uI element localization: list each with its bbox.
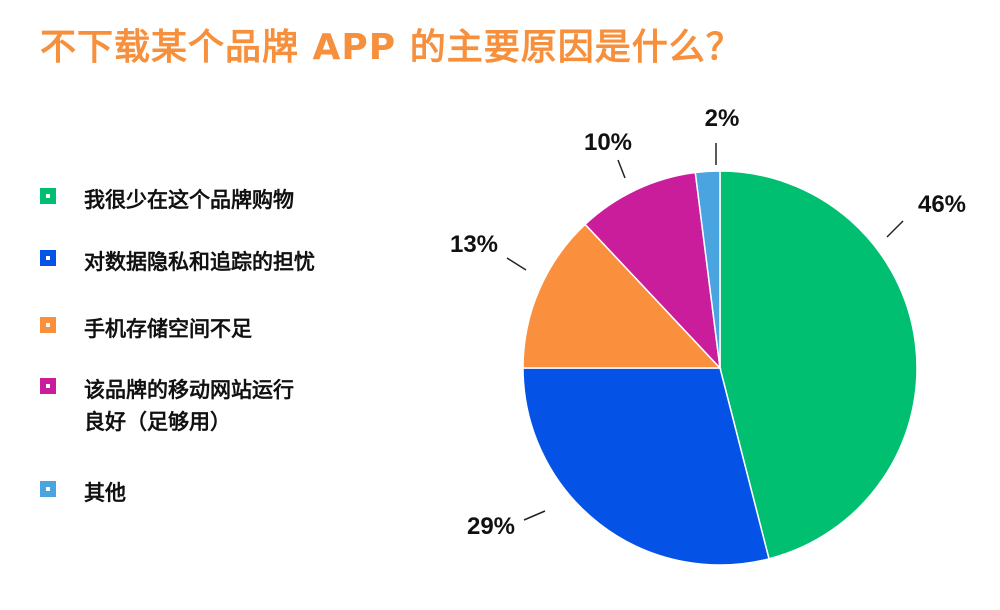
legend-label-mobile-site: 该品牌的移动网站运行 良好（足够用）	[84, 378, 294, 434]
pie-labels: 46% 29% 13% 10% 2%	[450, 105, 966, 540]
pie-leader-line-3	[617, 159, 626, 179]
pie-leader-line-0	[886, 220, 904, 238]
pie-slice-0	[719, 170, 918, 560]
pie-slice-1	[522, 367, 770, 566]
pie-leader-line-2	[506, 257, 527, 271]
legend-swatch-mobile-site	[40, 378, 56, 394]
pie-data-label-0: 46%	[918, 191, 966, 218]
pie-leader-line-1	[523, 510, 546, 521]
legend-label-storage: 手机存储空间不足	[84, 317, 252, 341]
legend-swatch-rarely-shop	[40, 188, 56, 204]
legend-swatch-storage	[40, 317, 56, 333]
legend-swatch-other	[40, 481, 56, 497]
pie-slice-3	[584, 171, 722, 371]
pie-data-label-4: 2%	[705, 105, 740, 132]
legend-label-other: 其他	[84, 481, 126, 505]
pie-slice-2	[522, 223, 722, 369]
pie-slices	[522, 170, 918, 566]
legend-swatch-privacy	[40, 250, 56, 266]
pie-data-label-1: 29%	[467, 513, 515, 540]
pie-data-label-3: 10%	[584, 129, 632, 156]
legend-label-rarely-shop: 我很少在这个品牌购物	[84, 188, 294, 212]
pie-slice-4	[694, 170, 721, 369]
pie-data-label-2: 13%	[450, 231, 498, 258]
chart-title: 不下载某个品牌 APP 的主要原因是什么？	[40, 27, 743, 68]
legend-label-privacy: 对数据隐私和追踪的担忧	[84, 250, 315, 274]
